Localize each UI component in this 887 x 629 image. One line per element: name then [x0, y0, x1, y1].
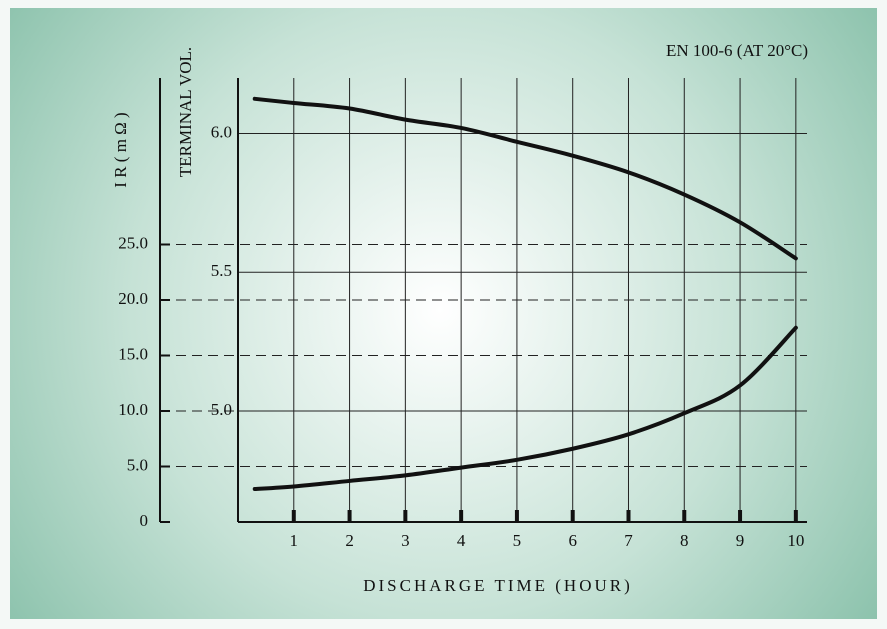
- y-tick-label: 10.0: [118, 400, 148, 419]
- y-tick-label: 0: [140, 511, 149, 530]
- y2-tick-label: 5.5: [211, 261, 232, 280]
- x-tick-label: 5: [513, 531, 522, 550]
- x-tick-label: 3: [401, 531, 410, 550]
- y-axis-label: I R ( m Ω ): [111, 112, 130, 187]
- x-axis-label: DISCHARGE TIME (HOUR): [363, 576, 633, 595]
- y-tick-label: 20.0: [118, 289, 148, 308]
- x-tick-label: 6: [568, 531, 577, 550]
- y2-tick-label: 6.0: [211, 122, 232, 141]
- x-tick-label: 10: [787, 531, 804, 550]
- y-tick-label: 25.0: [118, 233, 148, 252]
- y2-axis-label: TERMINAL VOL.: [176, 47, 195, 177]
- x-tick-label: 4: [457, 531, 466, 550]
- y-tick-label: 5.0: [127, 455, 148, 474]
- x-tick-label: 1: [290, 531, 299, 550]
- series-line: [252, 96, 798, 261]
- annotation: EN 100-6 (AT 20°C): [666, 41, 808, 60]
- x-tick-label: 7: [624, 531, 633, 550]
- x-tick-label: 9: [736, 531, 745, 550]
- x-tick-label: 2: [345, 531, 354, 550]
- y2-tick-label: 5.0: [211, 400, 232, 419]
- y-tick-label: 15.0: [118, 344, 148, 363]
- x-tick-label: 8: [680, 531, 689, 550]
- series-line: [252, 325, 798, 492]
- background: [10, 8, 877, 619]
